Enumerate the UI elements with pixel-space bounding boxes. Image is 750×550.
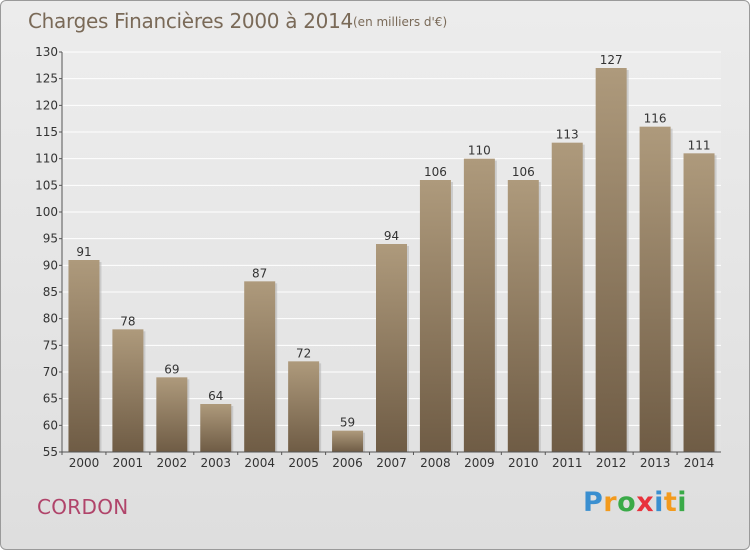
y-tick-label: 110 xyxy=(35,152,58,166)
data-label: 110 xyxy=(468,144,491,158)
x-tick-label: 2012 xyxy=(596,456,627,470)
data-label: 78 xyxy=(120,314,135,328)
data-label: 113 xyxy=(556,128,579,142)
y-tick-label: 115 xyxy=(35,125,58,139)
data-label: 59 xyxy=(340,416,355,430)
bar-2012 xyxy=(595,68,627,452)
x-tick-label: 2006 xyxy=(332,456,363,470)
logo-letter: i xyxy=(654,487,664,518)
data-label: 127 xyxy=(600,53,623,67)
x-tick-label: 2001 xyxy=(113,456,144,470)
data-label: 87 xyxy=(252,266,267,280)
y-tick-label: 85 xyxy=(43,285,58,299)
y-tick-label: 95 xyxy=(43,232,58,246)
data-label: 64 xyxy=(208,389,223,403)
bar-2008 xyxy=(419,180,451,452)
x-tick-label: 2008 xyxy=(420,456,451,470)
bar-2004 xyxy=(244,281,276,452)
x-tick-label: 2005 xyxy=(288,456,319,470)
y-tick-label: 55 xyxy=(43,445,58,459)
y-tick-label: 130 xyxy=(35,45,58,59)
y-tick-label: 90 xyxy=(43,258,58,272)
y-tick-label: 75 xyxy=(43,338,58,352)
data-label: 69 xyxy=(164,362,179,376)
x-tick-label: 2002 xyxy=(157,456,188,470)
logo-letter: t xyxy=(663,487,678,518)
data-label: 91 xyxy=(76,245,91,259)
x-tick-label: 2011 xyxy=(552,456,583,470)
bar-2007 xyxy=(376,244,407,452)
data-label: 106 xyxy=(512,165,535,179)
logo-letter: i xyxy=(677,487,688,518)
commune-name: CORDON xyxy=(37,495,129,519)
y-tick-label: 100 xyxy=(35,205,58,219)
y-tick-label: 80 xyxy=(43,312,58,326)
logo-letter: o xyxy=(617,487,637,518)
y-tick-label: 70 xyxy=(43,365,58,379)
y-tick-label: 105 xyxy=(35,178,58,192)
bar-2009 xyxy=(463,158,495,452)
x-tick-label: 2003 xyxy=(200,456,231,470)
chart-subtitle: (en milliers d'€) xyxy=(353,15,448,29)
data-label: 72 xyxy=(296,346,311,360)
bar-2000 xyxy=(68,260,100,452)
y-tick-label: 60 xyxy=(43,418,58,432)
bar-2003 xyxy=(200,404,232,452)
bar-2013 xyxy=(639,126,671,453)
x-tick-label: 2000 xyxy=(69,456,100,470)
bar-2005 xyxy=(288,361,320,452)
chart-title: Charges Financières 2000 à 2014 xyxy=(28,9,353,33)
logo-letter: r xyxy=(603,487,618,518)
data-label: 116 xyxy=(644,112,667,126)
x-tick-label: 2014 xyxy=(684,456,715,470)
x-tick-label: 2010 xyxy=(508,456,539,470)
logo-letter: x xyxy=(636,487,655,518)
bar-2010 xyxy=(507,180,539,452)
x-tick-label: 2009 xyxy=(464,456,495,470)
y-tick-label: 125 xyxy=(35,72,58,86)
y-tick-label: 120 xyxy=(35,98,58,112)
bar-2002 xyxy=(156,377,188,452)
data-label: 94 xyxy=(384,229,399,243)
bar-2001 xyxy=(112,329,144,452)
logo-letter: P xyxy=(583,487,604,518)
bar-2011 xyxy=(551,142,583,452)
bar-2006 xyxy=(332,430,364,452)
data-label: 111 xyxy=(688,138,711,152)
data-label: 106 xyxy=(424,165,447,179)
bar-2014 xyxy=(683,153,715,453)
x-tick-label: 2004 xyxy=(244,456,275,470)
x-tick-label: 2007 xyxy=(376,456,407,470)
x-tick-label: 2013 xyxy=(640,456,671,470)
y-tick-label: 65 xyxy=(43,392,58,406)
